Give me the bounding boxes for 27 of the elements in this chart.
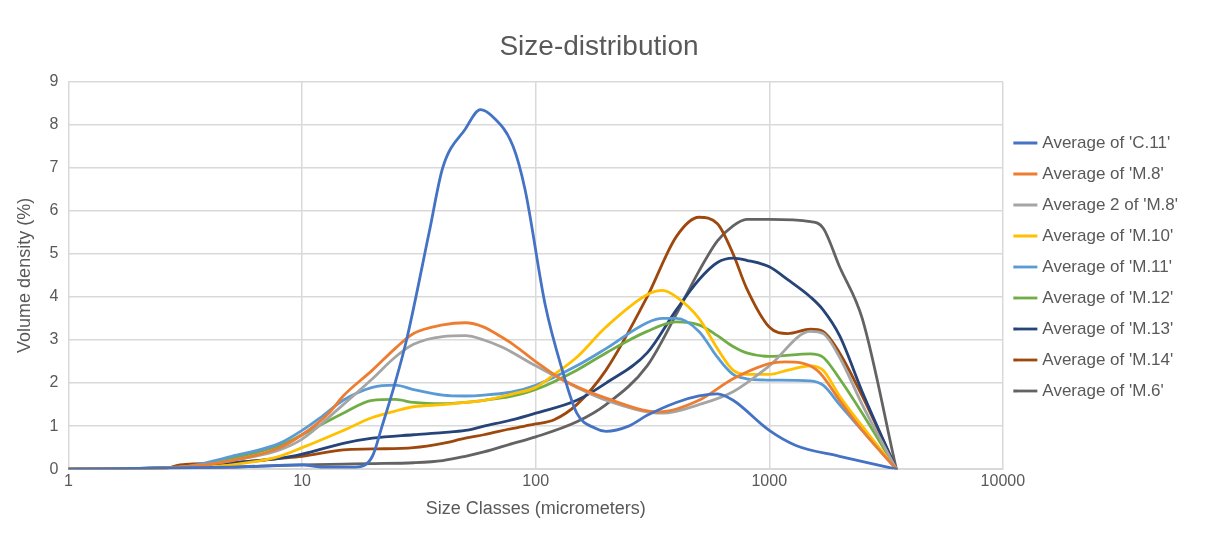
y-tick-label: 8: [49, 115, 59, 133]
legend-label: Average of 'M.6': [1042, 380, 1164, 400]
legend-label: Average of 'M.12': [1042, 287, 1174, 307]
y-tick-label: 2: [49, 373, 59, 391]
y-tick-label: 7: [49, 158, 59, 176]
legend-label: Average of 'M.10': [1042, 225, 1174, 245]
x-tick-label: 1: [64, 472, 74, 490]
y-tick-label: 0: [49, 459, 59, 477]
legend-label: Average of 'C.11': [1042, 132, 1171, 152]
y-tick-label: 4: [49, 287, 59, 305]
x-axis-title: Size Classes (micrometers): [425, 498, 646, 519]
x-tick-label: 1000: [751, 472, 788, 490]
chart-title: Size-distribution: [499, 29, 699, 61]
x-tick-label: 100: [522, 472, 550, 490]
legend-label: Average of 'M.11': [1042, 256, 1173, 276]
x-tick-label: 10: [293, 472, 312, 490]
legend-label: Average of 'M.13': [1042, 318, 1174, 338]
y-tick-label: 5: [49, 244, 59, 262]
y-tick-label: 1: [49, 416, 59, 434]
y-axis-title: Volume density (%): [13, 197, 34, 353]
x-tick-label: 10000: [980, 472, 1026, 490]
legend-label: Average 2 of 'M.8': [1042, 194, 1179, 214]
legend-label: Average of 'M.14': [1042, 349, 1174, 369]
y-tick-label: 6: [49, 201, 59, 219]
y-tick-label: 3: [49, 330, 59, 348]
y-tick-label: 9: [49, 72, 59, 90]
legend-label: Average of 'M.8': [1042, 163, 1164, 183]
